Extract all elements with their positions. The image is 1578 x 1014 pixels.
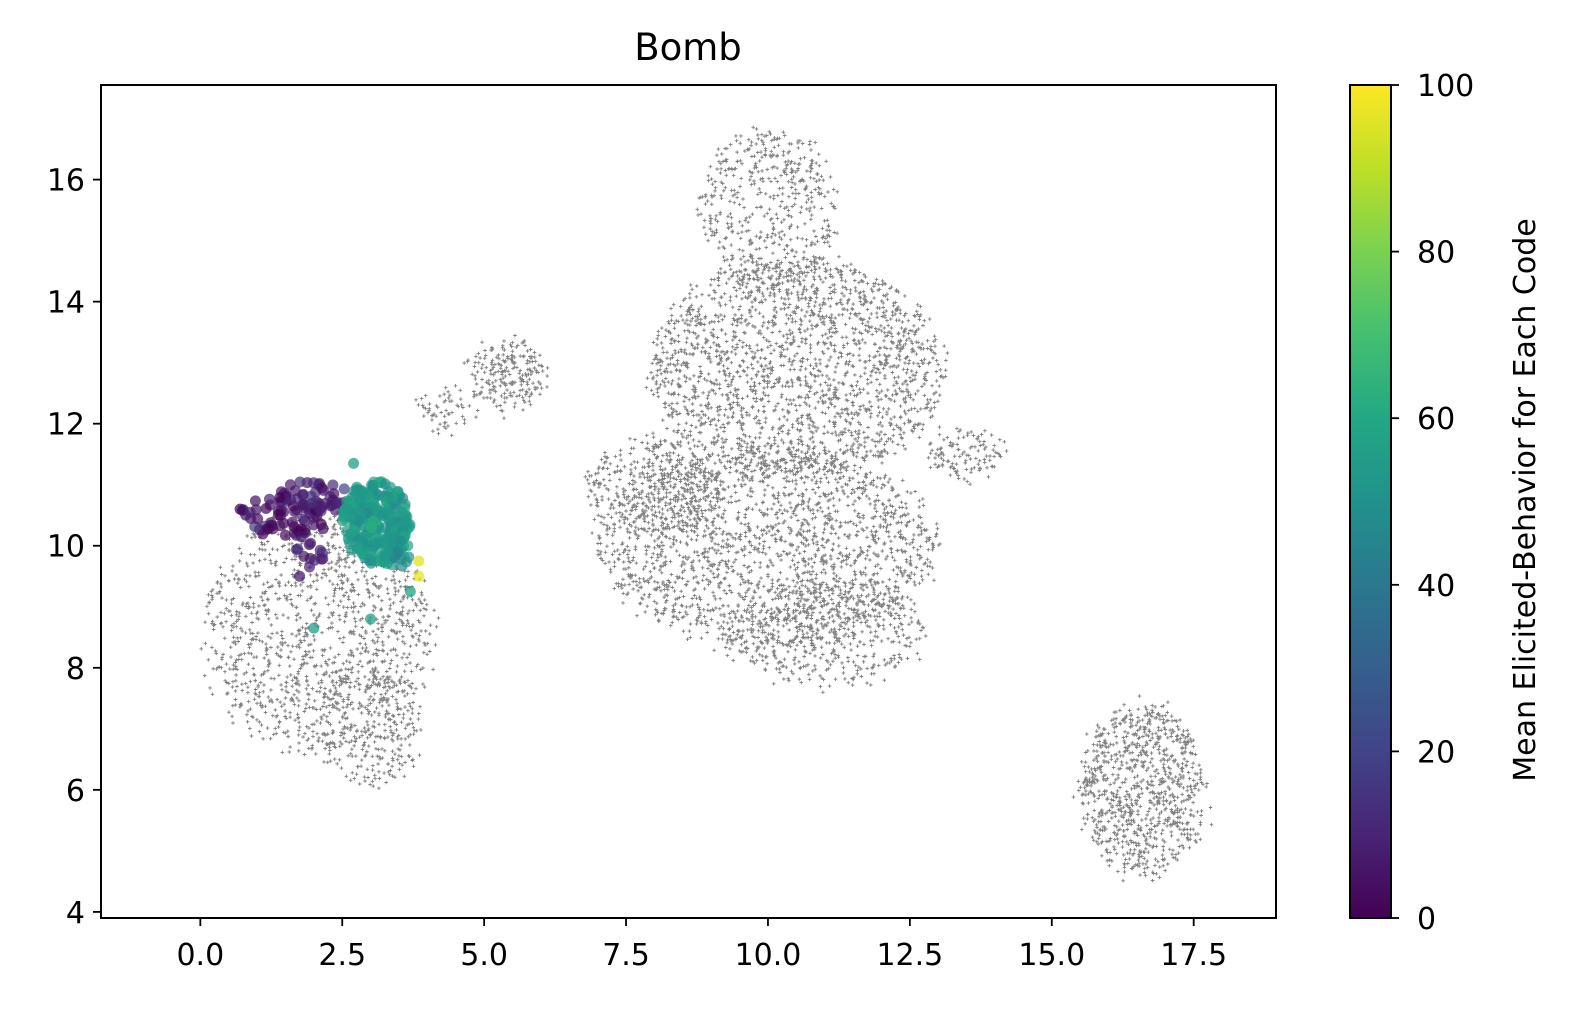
y-tick-label: 14 [47, 286, 85, 321]
highlight-point [343, 536, 355, 548]
highlight-point [291, 544, 302, 556]
x-tick-label: 10.0 [735, 938, 802, 973]
highlight-point [272, 509, 284, 521]
highlight-point [308, 477, 320, 489]
highlight-point [274, 520, 286, 532]
highlight-point [274, 492, 286, 504]
highlight-point [315, 505, 327, 517]
chart-title: Bomb [634, 26, 742, 69]
highlight-point [317, 553, 329, 565]
highlight-point [348, 457, 360, 469]
x-tick-label: 5.0 [460, 938, 508, 973]
colorbar-tick-label: 80 [1417, 236, 1455, 271]
colorbar-tick-label: 60 [1417, 402, 1455, 437]
colorbar-tick-label: 20 [1417, 735, 1455, 770]
colorbar-tick-label: 40 [1417, 569, 1455, 604]
highlight-point [328, 488, 340, 500]
highlight-point [365, 613, 377, 625]
highlight-point [306, 497, 318, 509]
highlight-point [294, 570, 306, 582]
colorbar-tick-label: 0 [1417, 902, 1436, 937]
highlight-point [250, 504, 262, 516]
highlight-point [368, 515, 379, 527]
highlight-point [327, 479, 339, 491]
highlight-point [252, 513, 264, 525]
x-tick-label: 7.5 [602, 938, 650, 973]
x-axis: 0.0 2.5 5.0 7.5 10.0 12.5 15.0 17.5 [176, 918, 1227, 973]
highlight-point [234, 503, 246, 515]
highlight-point [338, 483, 350, 495]
highlight-point [298, 550, 310, 562]
highlight-point [413, 570, 425, 582]
highlight-point [305, 537, 317, 549]
y-tick-label: 8 [66, 652, 85, 687]
plot-frame [100, 84, 1277, 919]
highlight-point [292, 493, 304, 504]
highlight-point [342, 503, 354, 515]
y-tick-label: 10 [47, 530, 85, 565]
y-tick-label: 4 [66, 896, 85, 931]
highlighted-points [234, 457, 425, 634]
colorbar [1349, 84, 1392, 919]
highlight-point [397, 492, 409, 504]
highlight-point [379, 522, 391, 534]
highlight-point [373, 489, 384, 501]
highlight-point [368, 498, 380, 510]
highlight-point [260, 503, 272, 514]
x-tick-label: 2.5 [318, 938, 366, 973]
highlight-point [365, 546, 377, 558]
highlight-point [367, 479, 379, 491]
highlight-point [316, 482, 328, 494]
highlight-point [294, 476, 306, 488]
highlight-point [314, 544, 326, 556]
y-tick-label: 12 [47, 408, 85, 443]
highlight-point [356, 488, 368, 500]
highlight-point [295, 531, 307, 543]
colorbar-tick-label: 100 [1417, 69, 1474, 104]
highlight-point [395, 535, 407, 547]
highlight-point [384, 481, 396, 493]
colorbar-label: Mean Elicited-Behavior for Each Code [1508, 218, 1543, 781]
highlight-point [317, 523, 329, 535]
highlight-point [392, 546, 403, 558]
y-tick-label: 16 [47, 164, 85, 199]
highlight-point [289, 506, 301, 517]
highlight-point [382, 547, 394, 559]
x-tick-label: 0.0 [176, 938, 224, 973]
y-axis: 4 6 8 10 12 14 16 [47, 164, 101, 931]
highlight-point [284, 479, 296, 491]
highlight-point [376, 510, 388, 522]
background-points [199, 125, 1214, 883]
highlight-point [262, 523, 274, 535]
highlight-point [308, 622, 320, 634]
highlight-point [279, 529, 291, 541]
x-tick-label: 12.5 [876, 938, 943, 973]
background-point-markers [199, 125, 1214, 883]
highlight-point [396, 507, 408, 519]
highlight-point [343, 511, 355, 523]
highlight-point [378, 537, 390, 549]
highlight-point [404, 586, 416, 598]
highlight-point [297, 513, 309, 525]
y-tick-label: 6 [66, 774, 85, 809]
x-tick-label: 15.0 [1018, 938, 1085, 973]
highlight-point [249, 495, 261, 507]
colorbar-axis: 0 20 40 60 80 100 [1391, 69, 1474, 937]
x-tick-label: 17.5 [1160, 938, 1227, 973]
highlight-point [413, 555, 425, 567]
